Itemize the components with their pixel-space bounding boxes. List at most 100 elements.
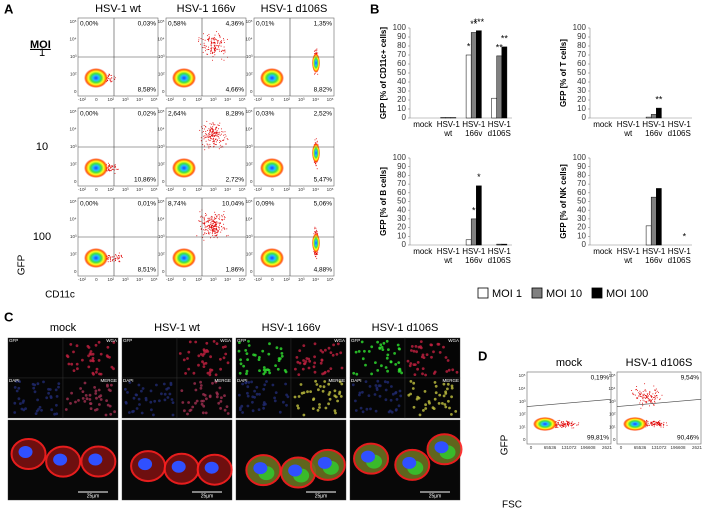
event-dot bbox=[219, 42, 221, 44]
event-dot bbox=[208, 40, 210, 42]
bar bbox=[476, 30, 482, 119]
cell-dot bbox=[245, 372, 248, 376]
cell-dot bbox=[416, 361, 420, 364]
cell-dot bbox=[238, 393, 241, 397]
cell-dot bbox=[438, 351, 442, 354]
cell-dot bbox=[204, 361, 208, 365]
cell-dot bbox=[319, 349, 323, 352]
quadrant-percent: 5,47% bbox=[314, 177, 333, 184]
event-dot bbox=[215, 48, 217, 50]
y-tick-label: 90 bbox=[397, 162, 406, 171]
event-dot bbox=[221, 42, 223, 44]
event-dot bbox=[316, 140, 318, 142]
event-dot bbox=[217, 231, 219, 233]
event-dot bbox=[223, 134, 225, 136]
event-dot bbox=[110, 81, 112, 83]
event-dot bbox=[203, 44, 205, 46]
event-dot bbox=[315, 49, 317, 51]
event-dot bbox=[215, 135, 217, 137]
y-tick-label: 10 bbox=[577, 231, 586, 240]
event-dot bbox=[218, 48, 220, 50]
event-dot bbox=[202, 47, 204, 49]
event-dot bbox=[650, 401, 652, 403]
quadrant-percent: 0,03% bbox=[138, 21, 157, 28]
event-dot bbox=[647, 397, 649, 399]
channel-label: WGA bbox=[106, 338, 117, 343]
event-dot bbox=[213, 37, 215, 39]
cell-dot bbox=[333, 409, 337, 413]
event-dot bbox=[571, 421, 573, 423]
cell-dot bbox=[217, 401, 221, 405]
event-dot bbox=[206, 229, 208, 231]
cell-dot bbox=[274, 364, 277, 367]
cell-dot bbox=[417, 345, 421, 349]
event-dot bbox=[639, 394, 641, 396]
cell-dot bbox=[37, 408, 40, 411]
event-dot bbox=[216, 139, 218, 141]
cell-dot bbox=[168, 392, 172, 396]
cell-dot bbox=[132, 396, 136, 400]
event-dot bbox=[115, 254, 117, 255]
event-dot bbox=[313, 50, 315, 52]
event-dot bbox=[214, 124, 216, 126]
quadrant-percent: 5,06% bbox=[314, 201, 333, 208]
event-dot bbox=[663, 421, 665, 423]
cell-dot bbox=[163, 398, 167, 402]
event-dot bbox=[114, 258, 116, 260]
event-dot bbox=[211, 220, 213, 222]
y-axis-label: GFP bbox=[17, 254, 28, 275]
event-dot bbox=[216, 135, 218, 137]
cell-dot bbox=[81, 358, 84, 362]
cell-dot bbox=[276, 367, 280, 371]
event-dot bbox=[110, 166, 112, 168]
cell-dot bbox=[242, 364, 246, 368]
cell-dot bbox=[244, 381, 248, 384]
cell-dot bbox=[376, 340, 379, 344]
cell-dot bbox=[86, 344, 90, 348]
event-dot bbox=[221, 131, 223, 132]
y-tick-label: 20 bbox=[397, 223, 406, 232]
y-tick-label: 10⁴ bbox=[70, 37, 77, 42]
x-tick-label: -10² bbox=[166, 187, 175, 192]
event-dot bbox=[661, 394, 663, 396]
event-dot bbox=[218, 128, 220, 130]
event-dot bbox=[650, 423, 651, 425]
event-dot bbox=[208, 133, 210, 135]
event-dot bbox=[217, 222, 219, 224]
cell-dot bbox=[261, 349, 265, 353]
event-dot bbox=[218, 228, 220, 230]
cell-dot bbox=[250, 380, 254, 384]
event-dot bbox=[213, 124, 215, 126]
x-tick-label: 10⁵ bbox=[151, 187, 158, 192]
event-dot bbox=[217, 40, 219, 42]
cell-dot bbox=[361, 357, 365, 361]
event-dot bbox=[648, 392, 650, 394]
event-dot bbox=[111, 168, 113, 170]
cell-dot bbox=[88, 352, 92, 355]
event-dot bbox=[198, 40, 199, 42]
event-dot bbox=[223, 216, 225, 218]
event-dot bbox=[205, 133, 207, 135]
x-tick-label: 10³ bbox=[210, 187, 217, 192]
cell-dot bbox=[258, 356, 261, 359]
event-dot bbox=[107, 75, 109, 77]
cell-dot bbox=[285, 403, 288, 407]
cell-dot bbox=[89, 402, 92, 405]
density-core bbox=[84, 248, 108, 268]
event-dot bbox=[203, 239, 205, 241]
y-tick-label: 10² bbox=[609, 412, 616, 417]
event-dot bbox=[205, 140, 207, 142]
cell-dot bbox=[253, 353, 257, 357]
y-axis-label: GFP [% of CD11c+ cells] bbox=[379, 27, 388, 119]
event-dot bbox=[206, 134, 208, 136]
event-dot bbox=[659, 423, 661, 425]
cell-dot bbox=[106, 355, 110, 359]
event-dot bbox=[207, 220, 209, 222]
event-dot bbox=[314, 253, 316, 255]
event-dot bbox=[633, 394, 635, 396]
cell-dot bbox=[284, 382, 287, 386]
event-dot bbox=[199, 211, 201, 213]
cell-dot bbox=[329, 367, 333, 370]
cell-dot bbox=[267, 368, 271, 372]
event-dot bbox=[213, 227, 215, 229]
